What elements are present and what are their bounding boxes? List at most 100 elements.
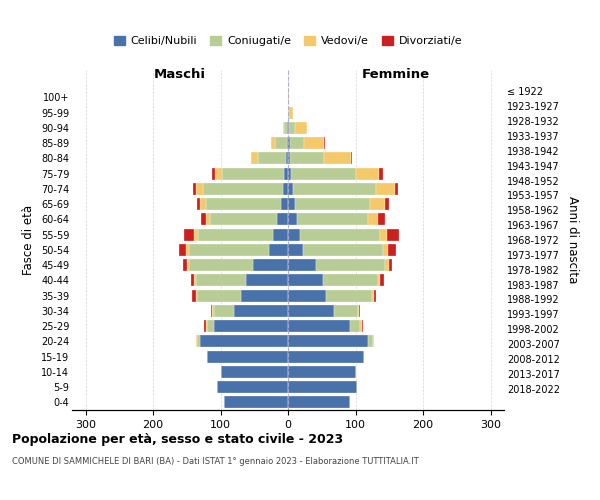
Bar xyxy=(370,198,385,210)
Bar xyxy=(206,214,210,226)
Bar xyxy=(193,183,196,195)
Bar xyxy=(373,336,374,347)
Text: Femmine: Femmine xyxy=(362,68,430,80)
Bar xyxy=(295,198,370,210)
Bar xyxy=(288,396,350,408)
Bar xyxy=(286,152,288,164)
Bar xyxy=(241,290,288,302)
Bar xyxy=(288,259,316,271)
Bar xyxy=(184,228,194,240)
Bar xyxy=(196,336,197,347)
Bar xyxy=(350,320,360,332)
Bar xyxy=(224,396,288,408)
Bar xyxy=(368,214,379,226)
Bar xyxy=(383,244,388,256)
Bar xyxy=(214,305,234,317)
Bar xyxy=(271,137,275,149)
Bar xyxy=(288,183,293,195)
Bar xyxy=(323,274,379,286)
Bar xyxy=(374,290,376,302)
Bar xyxy=(388,244,396,256)
Bar xyxy=(217,381,288,393)
Bar xyxy=(288,106,289,118)
Bar xyxy=(380,228,386,240)
Bar xyxy=(385,198,389,210)
Bar xyxy=(211,305,212,317)
Bar xyxy=(303,244,383,256)
Bar xyxy=(257,152,286,164)
Bar xyxy=(287,122,288,134)
Bar xyxy=(194,274,196,286)
Bar xyxy=(293,183,376,195)
Bar xyxy=(288,350,364,362)
Bar xyxy=(187,259,189,271)
Legend: Celibi/Nubili, Coniugati/e, Vedovi/e, Divorziati/e: Celibi/Nubili, Coniugati/e, Vedovi/e, Di… xyxy=(109,32,467,50)
Bar xyxy=(201,214,206,226)
Bar xyxy=(379,168,383,179)
Bar xyxy=(334,305,358,317)
Bar xyxy=(214,320,288,332)
Bar xyxy=(289,122,295,134)
Bar xyxy=(283,183,288,195)
Bar xyxy=(373,290,374,302)
Bar xyxy=(316,259,385,271)
Bar xyxy=(304,137,324,149)
Bar xyxy=(221,366,288,378)
Bar xyxy=(288,305,334,317)
Bar xyxy=(277,214,288,226)
Bar xyxy=(194,228,197,240)
Bar xyxy=(204,320,206,332)
Bar xyxy=(197,290,241,302)
Bar xyxy=(379,214,385,226)
Bar xyxy=(184,259,187,271)
Bar xyxy=(368,336,373,347)
Bar xyxy=(212,305,214,317)
Bar xyxy=(324,137,325,149)
Y-axis label: Fasce di età: Fasce di età xyxy=(22,205,35,275)
Bar xyxy=(212,168,215,179)
Bar xyxy=(360,320,362,332)
Bar xyxy=(189,259,253,271)
Bar xyxy=(284,122,287,134)
Bar xyxy=(200,336,288,347)
Bar xyxy=(288,198,295,210)
Bar xyxy=(289,106,293,118)
Bar xyxy=(358,305,359,317)
Bar xyxy=(298,214,368,226)
Bar xyxy=(362,320,363,332)
Bar xyxy=(196,183,203,195)
Bar xyxy=(206,320,207,332)
Bar xyxy=(192,290,196,302)
Bar xyxy=(288,274,323,286)
Bar xyxy=(281,198,288,210)
Bar xyxy=(288,152,290,164)
Bar xyxy=(253,259,288,271)
Bar xyxy=(326,290,373,302)
Bar xyxy=(197,228,273,240)
Bar xyxy=(222,168,284,179)
Bar xyxy=(210,214,277,226)
Bar xyxy=(288,336,368,347)
Bar xyxy=(288,320,350,332)
Bar xyxy=(190,244,269,256)
Bar xyxy=(269,244,288,256)
Bar xyxy=(288,122,289,134)
Bar xyxy=(191,274,194,286)
Bar xyxy=(290,137,304,149)
Bar xyxy=(385,259,389,271)
Bar xyxy=(380,274,384,286)
Bar xyxy=(287,137,288,149)
Bar xyxy=(288,290,326,302)
Bar xyxy=(215,168,222,179)
Text: Popolazione per età, sesso e stato civile - 2023: Popolazione per età, sesso e stato civil… xyxy=(12,432,343,446)
Bar xyxy=(288,214,298,226)
Bar xyxy=(288,137,290,149)
Bar xyxy=(197,198,200,210)
Text: Maschi: Maschi xyxy=(154,68,206,80)
Bar xyxy=(200,198,206,210)
Bar xyxy=(284,168,288,179)
Bar xyxy=(290,152,324,164)
Bar xyxy=(196,274,246,286)
Bar xyxy=(207,350,288,362)
Bar xyxy=(234,305,288,317)
